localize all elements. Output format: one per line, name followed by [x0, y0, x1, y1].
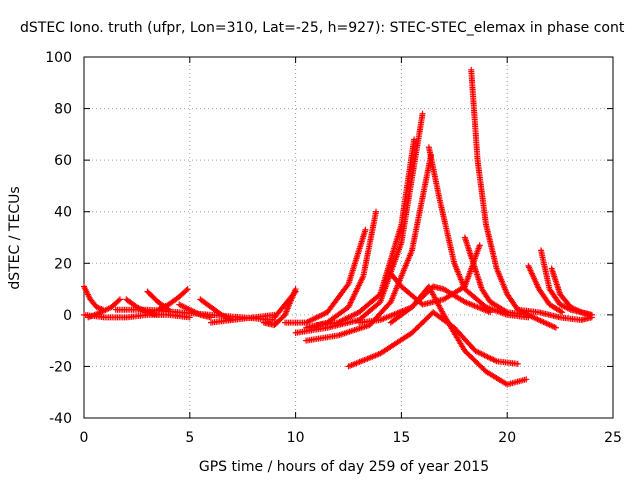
chart-title: dSTEC Iono. truth (ufpr, Lon=310, Lat=-2…: [20, 20, 625, 36]
x-tick-label: 20: [498, 430, 516, 446]
data-point: [292, 288, 299, 295]
data-point: [588, 314, 595, 321]
data-series: [303, 208, 380, 331]
data-point: [291, 289, 298, 296]
data-point: [523, 376, 530, 383]
x-tick-label: 25: [604, 430, 622, 446]
y-axis-label: dSTEC / TECUs: [7, 186, 23, 289]
x-tick-label: 15: [392, 430, 410, 446]
x-tick-label: 0: [80, 430, 89, 446]
data-point: [559, 309, 566, 316]
y-tick-label: 20: [54, 256, 72, 272]
data-point: [184, 286, 191, 293]
data-point: [373, 208, 380, 215]
x-axis-label: GPS time / hours of day 259 of year 2015: [199, 459, 489, 475]
data-series: [303, 151, 435, 344]
data-series: [525, 262, 566, 316]
y-tick-label: 0: [63, 308, 72, 324]
data-series: [345, 309, 521, 370]
axis-ticks: 0 5 10 15 20 25 -40 -20 0 20 40 60 80 100: [45, 50, 622, 446]
y-tick-label: -40: [49, 411, 72, 427]
plot-frame: [83, 56, 614, 419]
data-point: [362, 226, 369, 233]
data-point: [183, 287, 190, 294]
data-point: [419, 110, 426, 117]
data-series: [387, 283, 530, 388]
data-series: [271, 288, 299, 321]
data-point: [514, 360, 521, 367]
data-series: [514, 306, 595, 324]
data-series: [468, 66, 559, 331]
data-series: [282, 226, 369, 326]
data-series: [461, 234, 532, 318]
y-tick-label: 40: [54, 205, 72, 221]
x-tick-label: 10: [287, 430, 305, 446]
y-tick-label: -20: [49, 359, 72, 375]
data-point: [552, 324, 559, 331]
data-point: [116, 296, 123, 303]
y-tick-label: 80: [54, 102, 72, 118]
data-series: [292, 110, 426, 336]
data-point: [476, 242, 483, 249]
x-tick-label: 5: [185, 430, 194, 446]
y-tick-label: 100: [45, 50, 72, 66]
data-point: [411, 136, 418, 143]
data-points: [81, 66, 595, 388]
y-tick-label: 60: [54, 153, 72, 169]
data-point: [115, 297, 122, 304]
